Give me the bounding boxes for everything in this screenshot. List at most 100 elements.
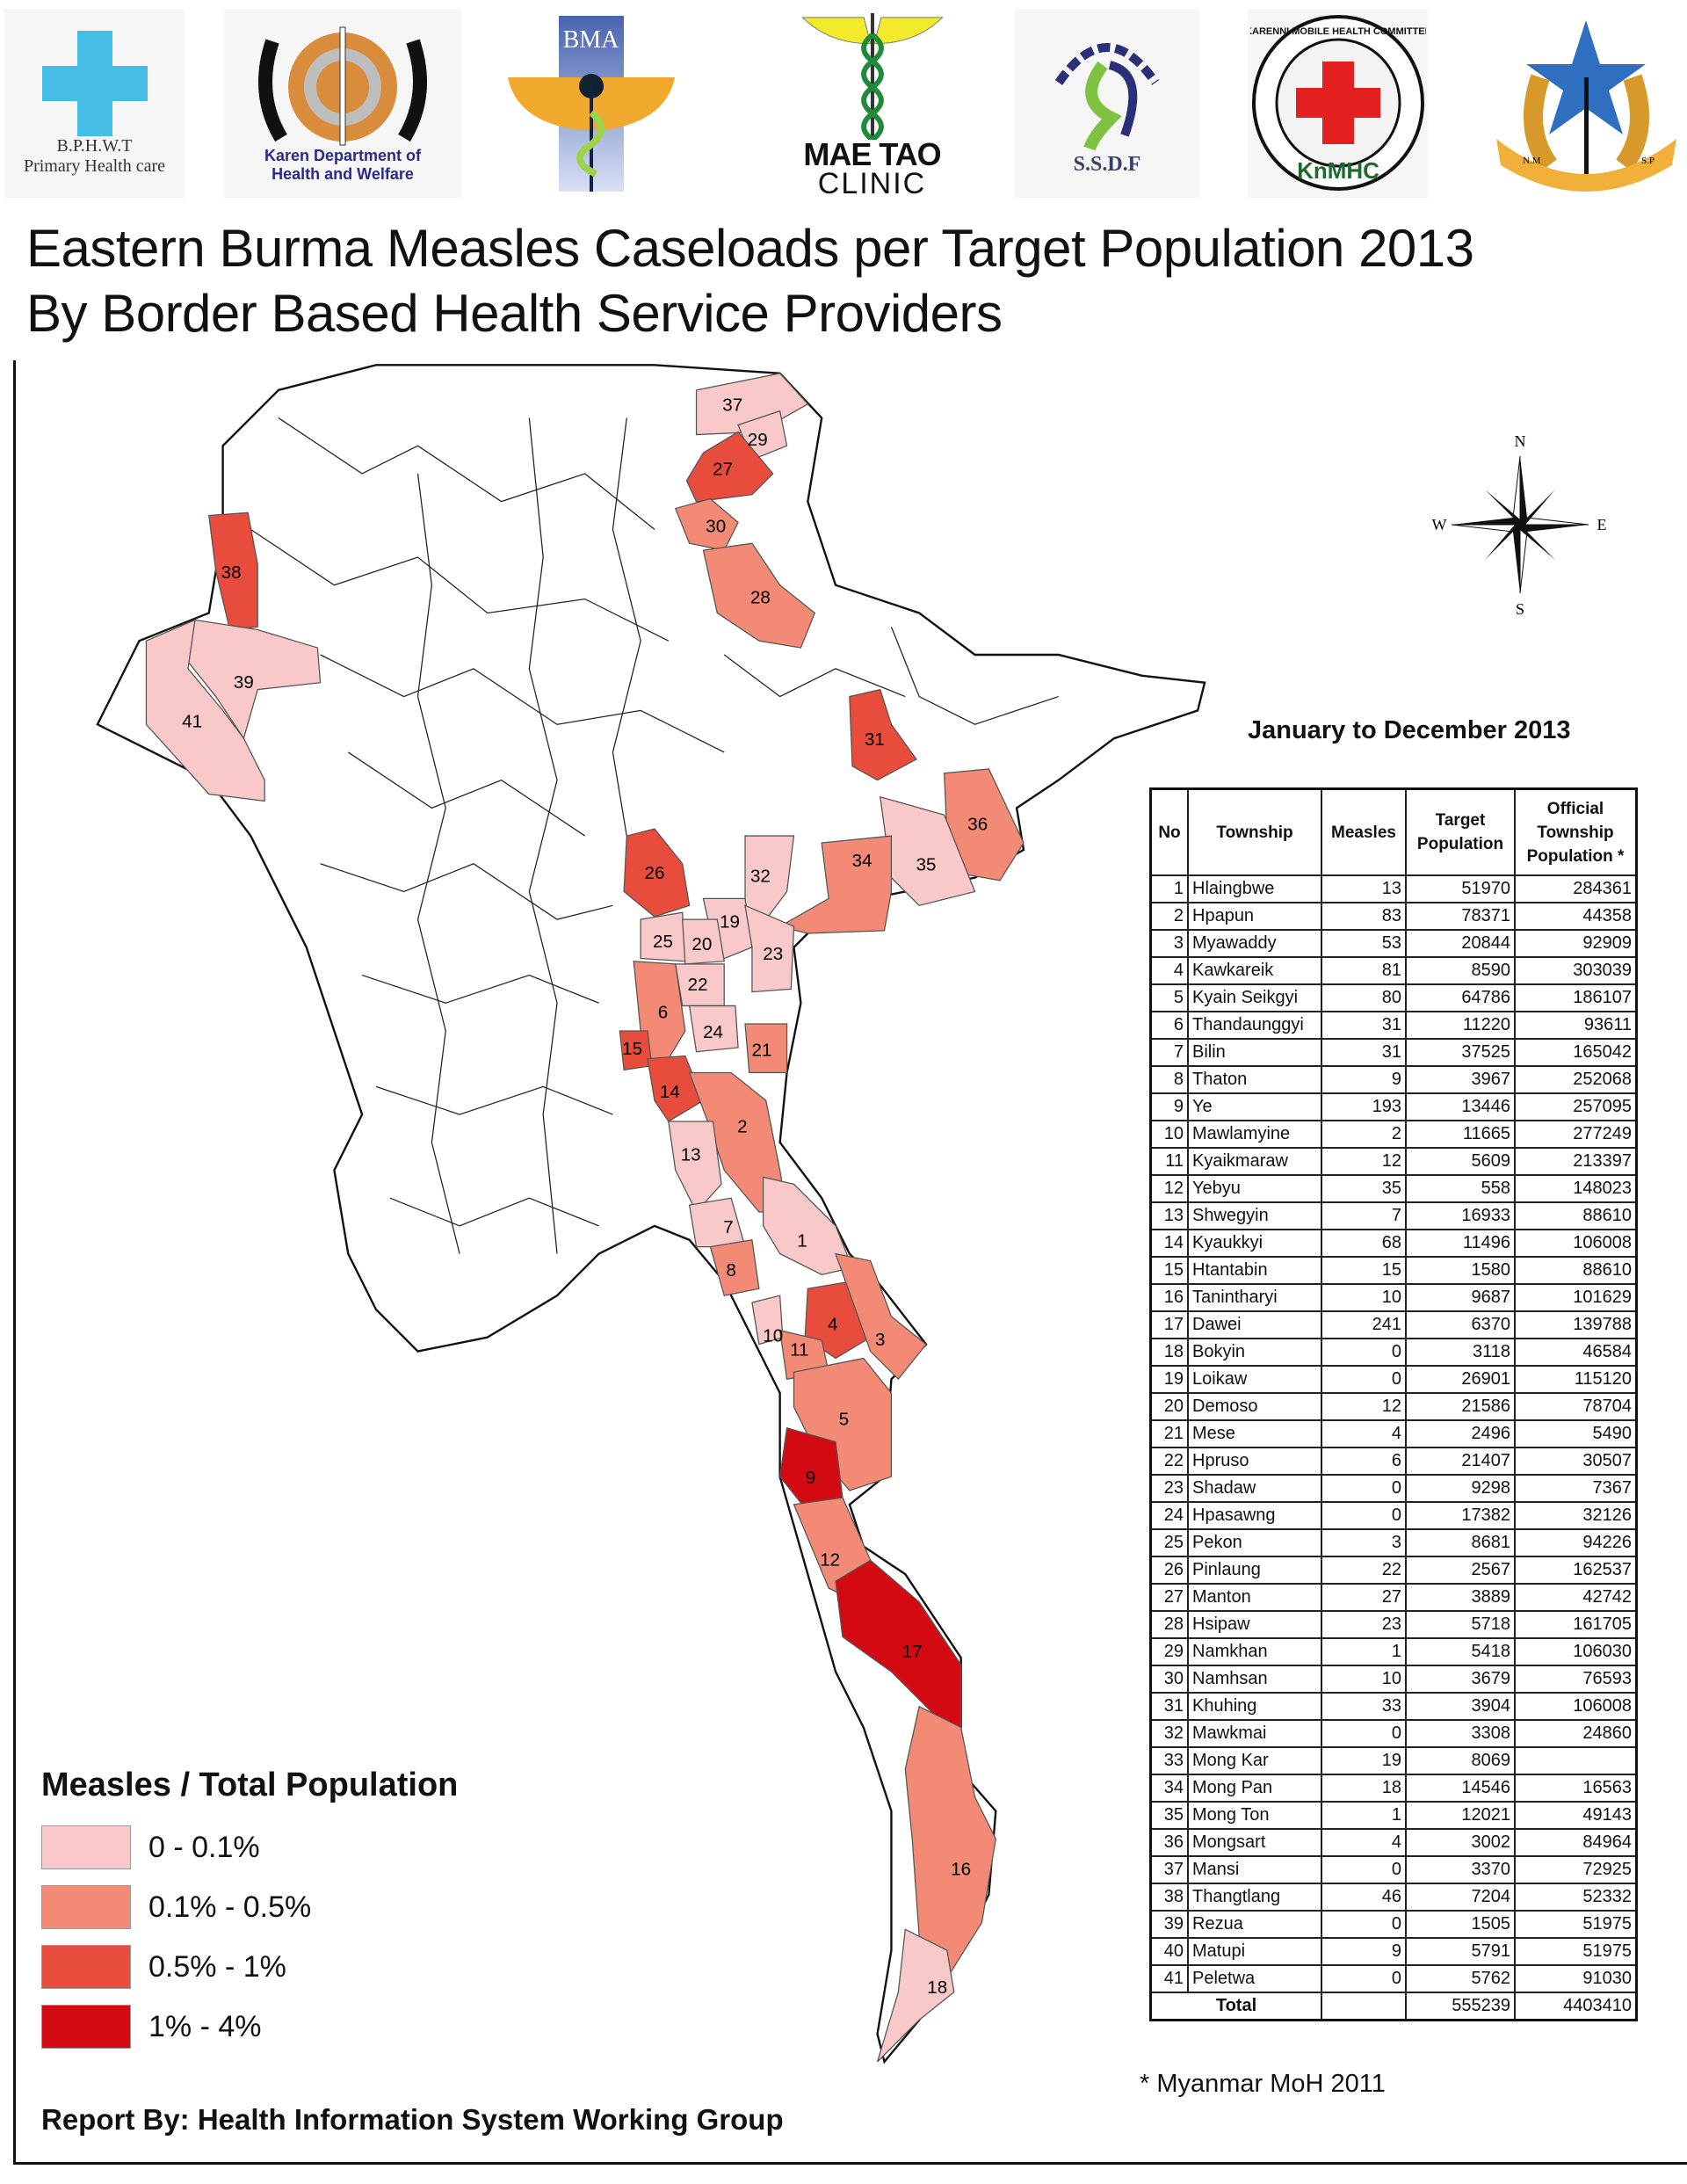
row-measles: 193: [1321, 1092, 1407, 1121]
compass-w: W: [1432, 516, 1447, 533]
table-row: 19 Loikaw 0 26901 115120: [1149, 1365, 1638, 1394]
row-official: 257095: [1514, 1092, 1638, 1121]
row-measles: 0: [1321, 1474, 1407, 1503]
row-no: 38: [1149, 1883, 1189, 1912]
ssdf-swoosh-icon: [1054, 43, 1160, 151]
township-label: 17: [902, 1642, 923, 1662]
row-official: 42742: [1514, 1583, 1638, 1612]
logo-karen-sub: Health and Welfare: [272, 164, 414, 183]
row-township: Dawei: [1187, 1310, 1322, 1339]
row-official: 24860: [1514, 1719, 1638, 1748]
row-measles: 12: [1321, 1147, 1407, 1176]
legend-swatch: [41, 1825, 131, 1869]
row-official: 44358: [1514, 902, 1638, 931]
row-target: 11665: [1405, 1120, 1516, 1149]
table-row: 40 Matupi 9 5791 51975: [1149, 1937, 1638, 1966]
logo-bma: BMA: [505, 9, 677, 198]
compass-e: E: [1597, 516, 1607, 533]
row-measles: 80: [1321, 983, 1407, 1012]
legend-swatch: [41, 1945, 131, 1989]
row-measles: 241: [1321, 1310, 1407, 1339]
row-no: 40: [1149, 1937, 1189, 1966]
row-no: 33: [1149, 1746, 1189, 1775]
table-row: 13 Shwegyin 7 16933 88610: [1149, 1201, 1638, 1230]
row-official: 139788: [1514, 1310, 1638, 1339]
row-township: Mawkmai: [1187, 1719, 1322, 1748]
row-target: 13446: [1405, 1092, 1516, 1121]
row-target: 26901: [1405, 1365, 1516, 1394]
township-label: 34: [852, 851, 872, 871]
logo-bma-name: BMA: [562, 25, 619, 54]
table-row: 15 Htantabin 15 1580 88610: [1149, 1256, 1638, 1285]
township-region-13: [668, 1121, 722, 1214]
row-target: 3370: [1405, 1855, 1516, 1884]
logo-mae-tao-name: MAE TAO: [803, 136, 941, 172]
legend-swatch: [41, 1885, 131, 1929]
legend-swatch: [41, 2005, 131, 2049]
row-measles: 27: [1321, 1583, 1407, 1612]
table-row: 16 Tanintharyi 10 9687 101629: [1149, 1283, 1638, 1312]
total-label: Total: [1149, 1992, 1322, 2021]
legend-item: 0.5% - 1%: [41, 1945, 286, 1989]
row-measles: 0: [1321, 1338, 1407, 1367]
township-label: 11: [790, 1339, 808, 1360]
row-official: 115120: [1514, 1365, 1638, 1394]
row-no: 27: [1149, 1583, 1189, 1612]
row-target: 6370: [1405, 1310, 1516, 1339]
table-row: 34 Mong Pan 18 14546 16563: [1149, 1774, 1638, 1803]
row-township: Kyain Seikgyi: [1187, 983, 1322, 1012]
row-township: Kyaikmaraw: [1187, 1147, 1322, 1176]
row-measles: 35: [1321, 1174, 1407, 1203]
row-target: 8681: [1405, 1528, 1516, 1557]
table-row: 29 Namkhan 1 5418 106030: [1149, 1637, 1638, 1666]
township-label: 39: [234, 672, 254, 693]
row-measles: 0: [1321, 1719, 1407, 1748]
row-measles: 18: [1321, 1774, 1407, 1803]
row-measles: 83: [1321, 902, 1407, 931]
township-label: 32: [750, 866, 771, 886]
township-label: 25: [653, 932, 673, 952]
table-row: 2 Hpapun 83 78371 44358: [1149, 902, 1638, 931]
row-official: 84964: [1514, 1828, 1638, 1857]
table-row: 25 Pekon 3 8681 94226: [1149, 1528, 1638, 1557]
row-measles: 13: [1321, 874, 1407, 903]
township-label: 14: [660, 1082, 680, 1102]
row-official: 165042: [1514, 1038, 1638, 1067]
table-row: 7 Bilin 31 37525 165042: [1149, 1038, 1638, 1067]
row-official: 92909: [1514, 929, 1638, 958]
row-official: 277249: [1514, 1120, 1638, 1149]
legend-item: 1% - 4%: [41, 2005, 262, 2049]
township-region-38: [208, 512, 258, 631]
row-no: 22: [1149, 1447, 1189, 1476]
row-township: Hpasawng: [1187, 1501, 1322, 1530]
row-official: 162537: [1514, 1556, 1638, 1585]
township-label: 36: [967, 815, 988, 835]
row-target: 12021: [1405, 1801, 1516, 1830]
row-township: Hlaingbwe: [1187, 874, 1322, 903]
total-target: 555239: [1405, 1992, 1516, 2021]
boundary-line: [278, 417, 655, 530]
row-target: 11496: [1405, 1229, 1516, 1258]
row-target: 5762: [1405, 1964, 1516, 1993]
township-label: 35: [916, 855, 937, 875]
township-label: 16: [951, 1860, 971, 1880]
table-row: 3 Myawaddy 53 20844 92909: [1149, 929, 1638, 958]
row-target: 78371: [1405, 902, 1516, 931]
row-township: Mese: [1187, 1419, 1322, 1448]
table-row: 23 Shadaw 0 9298 7367: [1149, 1474, 1638, 1503]
row-no: 16: [1149, 1283, 1189, 1312]
col-township: Township: [1187, 787, 1322, 876]
row-township: Namkhan: [1187, 1637, 1322, 1666]
row-target: 2496: [1405, 1419, 1516, 1448]
row-measles: 9: [1321, 1065, 1407, 1094]
row-township: Htantabin: [1187, 1256, 1322, 1285]
township-label: 7: [723, 1217, 733, 1237]
row-official: 78704: [1514, 1392, 1638, 1421]
row-official: 284361: [1514, 874, 1638, 903]
row-no: 28: [1149, 1610, 1189, 1639]
row-measles: 0: [1321, 1855, 1407, 1884]
row-no: 24: [1149, 1501, 1189, 1530]
legend-item: 0 - 0.1%: [41, 1825, 260, 1869]
township-label: 38: [221, 562, 242, 583]
table-row: 33 Mong Kar 19 8069: [1149, 1746, 1638, 1775]
